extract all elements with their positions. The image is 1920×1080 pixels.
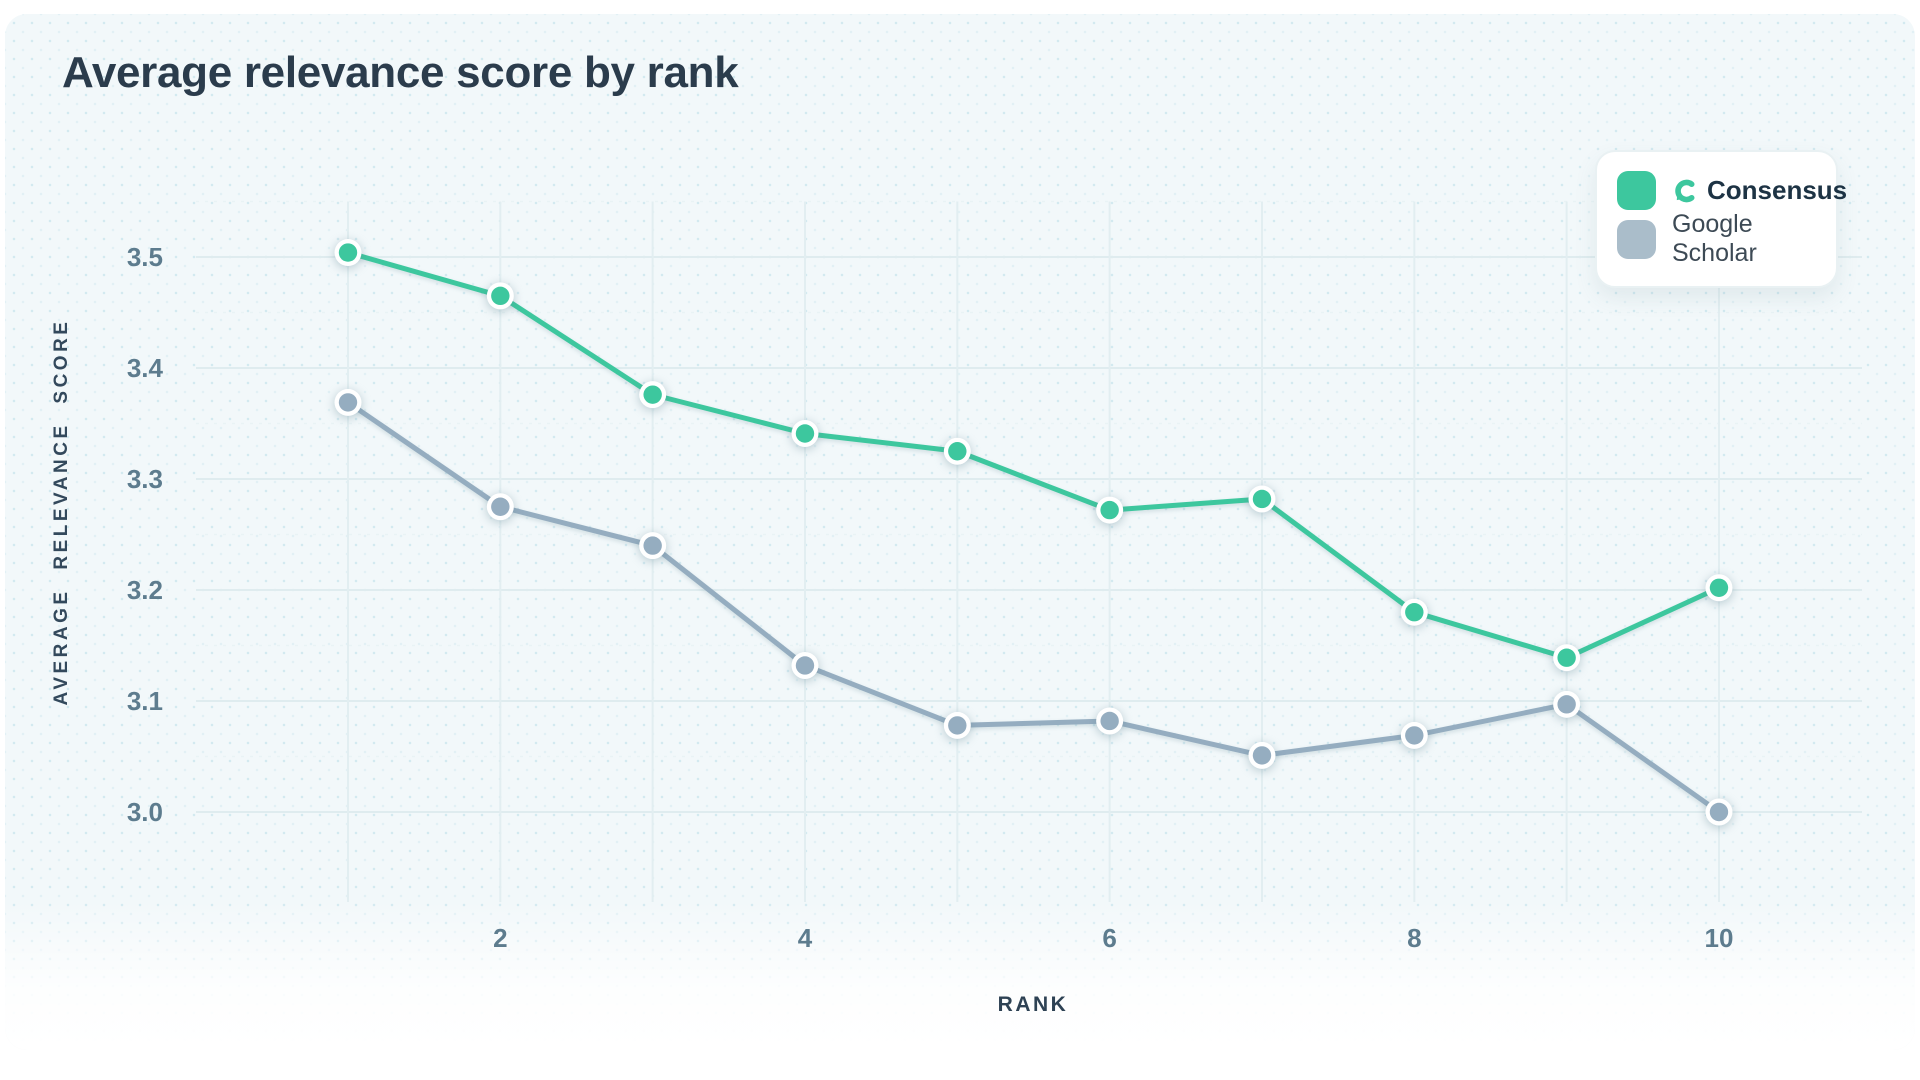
consensus-brand: Consensus: [1672, 175, 1847, 206]
legend-label-consensus: Consensus: [1707, 175, 1848, 205]
consensus-logo-icon: [1675, 179, 1695, 202]
page-title: Average relevance score by rank: [62, 48, 739, 97]
legend: Consensus Google Scholar: [1595, 150, 1847, 288]
legend-label-google-scholar: Google Scholar: [1672, 210, 1757, 267]
legend-item-google-scholar[interactable]: Google Scholar: [1617, 210, 1816, 268]
x-axis-title: RANK: [997, 993, 1069, 1016]
y-axis-title: AVERAGE RELEVANCE SCORE: [51, 318, 72, 706]
google-scholar-swatch: [1617, 219, 1656, 259]
legend-item-consensus[interactable]: Consensus: [1617, 171, 1847, 210]
consensus-swatch: [1617, 171, 1656, 210]
